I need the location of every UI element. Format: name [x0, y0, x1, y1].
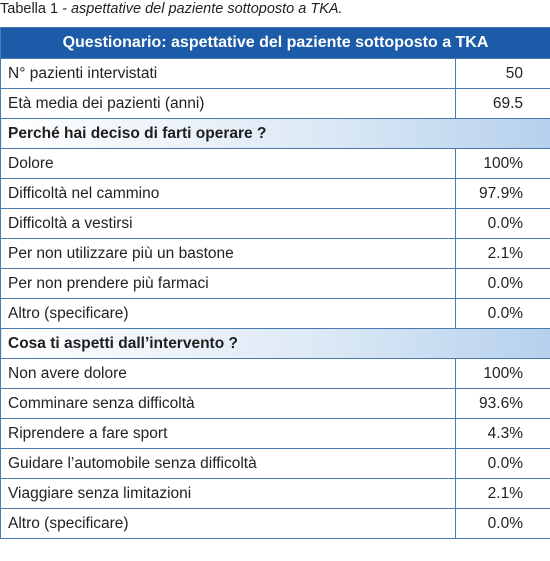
row-value: 93.6% — [455, 388, 550, 419]
table-row: Per non utilizzare più un bastone 2.1% — [0, 238, 550, 269]
caption-text: aspettative del paziente sottoposto a TK… — [70, 1, 343, 17]
section-title: Cosa ti aspetti dall’intervento ? — [0, 328, 550, 359]
row-value: 0.0% — [455, 268, 550, 299]
row-label: Difficoltà nel cammino — [0, 178, 456, 209]
row-label: Non avere dolore — [0, 358, 456, 389]
table-row: Per non prendere più farmaci 0.0% — [0, 268, 550, 299]
row-value: 0.0% — [455, 298, 550, 329]
table-row: Difficoltà a vestirsi 0.0% — [0, 208, 550, 239]
section-header-row: Perché hai deciso di farti operare ? — [0, 118, 550, 149]
table-row: Guidare l’automobile senza difficoltà 0.… — [0, 448, 550, 479]
row-value: 0.0% — [455, 508, 550, 539]
row-label: Altro (specificare) — [0, 298, 456, 329]
row-value: 100% — [455, 148, 550, 179]
table-header: Questionario: aspettative del paziente s… — [0, 27, 550, 59]
table-header-row: Questionario: aspettative del paziente s… — [0, 27, 550, 59]
row-value: 97.9% — [455, 178, 550, 209]
row-label: Per non utilizzare più un bastone — [0, 238, 456, 269]
row-value: 50 — [455, 58, 550, 89]
row-label: Età media dei pazienti (anni) — [0, 88, 456, 119]
table-row: Comminare senza difficoltà 93.6% — [0, 388, 550, 419]
row-value: 0.0% — [455, 448, 550, 479]
row-label: Per non prendere più farmaci — [0, 268, 456, 299]
table-row: Età media dei pazienti (anni) 69.5 — [0, 88, 550, 119]
table-row: Non avere dolore 100% — [0, 358, 550, 389]
section-title: Perché hai deciso di farti operare ? — [0, 118, 550, 149]
row-label: N° pazienti intervistati — [0, 58, 456, 89]
table-row: Riprendere a fare sport 4.3% — [0, 418, 550, 449]
questionnaire-table: Questionario: aspettative del paziente s… — [0, 27, 550, 539]
row-value: 2.1% — [455, 478, 550, 509]
section-header-row: Cosa ti aspetti dall’intervento ? — [0, 328, 550, 359]
row-value: 2.1% — [455, 238, 550, 269]
row-label: Difficoltà a vestirsi — [0, 208, 456, 239]
table-row: Difficoltà nel cammino 97.9% — [0, 178, 550, 209]
table-row: N° pazienti intervistati 50 — [0, 58, 550, 89]
table-caption: Tabella 1 - aspettative del paziente sot… — [0, 0, 343, 21]
row-value: 0.0% — [455, 208, 550, 239]
row-label: Altro (specificare) — [0, 508, 456, 539]
row-label: Guidare l’automobile senza difficoltà — [0, 448, 456, 479]
table-row: Altro (specificare) 0.0% — [0, 508, 550, 539]
caption-separator: - — [58, 1, 71, 17]
table-row: Dolore 100% — [0, 148, 550, 179]
table-row: Viaggiare senza limitazioni 2.1% — [0, 478, 550, 509]
row-label: Viaggiare senza limitazioni — [0, 478, 456, 509]
row-value: 69.5 — [455, 88, 550, 119]
row-value: 100% — [455, 358, 550, 389]
caption-prefix: Tabella 1 — [0, 1, 59, 17]
row-value: 4.3% — [455, 418, 550, 449]
row-label: Comminare senza difficoltà — [0, 388, 456, 419]
table-row: Altro (specificare) 0.0% — [0, 298, 550, 329]
row-label: Riprendere a fare sport — [0, 418, 456, 449]
row-label: Dolore — [0, 148, 456, 179]
